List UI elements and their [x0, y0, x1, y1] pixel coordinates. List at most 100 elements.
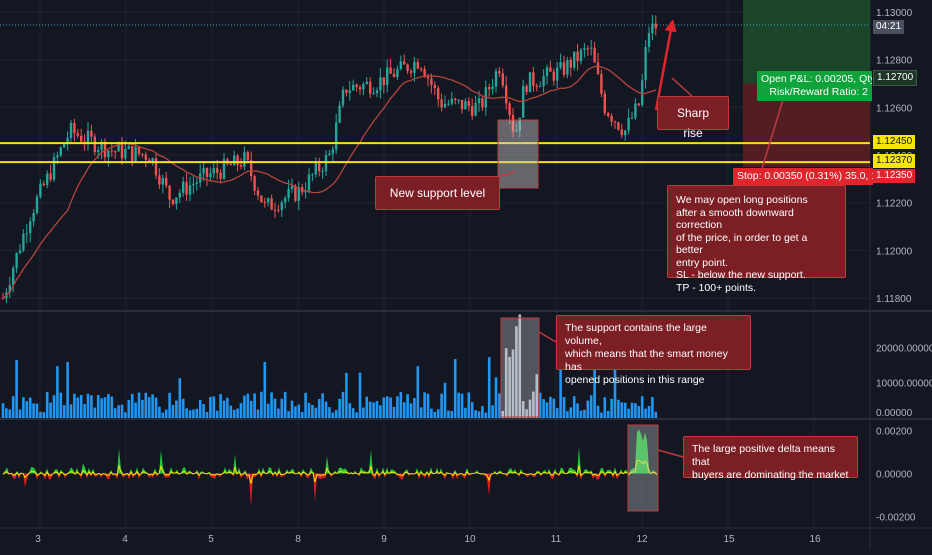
- volume-bar: [328, 407, 331, 418]
- candle-body: [518, 117, 521, 131]
- candle-body: [35, 196, 39, 214]
- volume-bar: [113, 408, 117, 418]
- candle-body: [168, 185, 171, 200]
- volume-bar: [457, 392, 460, 418]
- volume-tick-label: 0.00000: [876, 408, 913, 419]
- volume-bar: [117, 405, 120, 418]
- candle-body: [569, 59, 572, 68]
- candle-body: [365, 81, 368, 84]
- volume-bar: [239, 403, 243, 418]
- price-tick-label: 1.13000: [876, 8, 913, 19]
- candle-body: [318, 163, 321, 172]
- volume-bar: [96, 395, 100, 418]
- moving-average: [2, 65, 656, 299]
- candle-body: [392, 73, 396, 78]
- volume-bar: [243, 395, 246, 418]
- trade-plan-note: We may open long positions after a smoot…: [667, 185, 846, 294]
- volume-bar: [215, 410, 219, 418]
- volume-bar: [562, 397, 566, 418]
- volume-bar: [171, 404, 175, 418]
- candle-body: [165, 177, 168, 186]
- volume-bar: [338, 398, 341, 418]
- volume-bar: [627, 408, 630, 418]
- candle-body: [352, 84, 355, 91]
- candle-body: [372, 93, 375, 95]
- volume-bar: [487, 357, 491, 418]
- volume-bar: [555, 408, 559, 418]
- volume-bar: [168, 392, 171, 418]
- volume-bar: [175, 400, 178, 418]
- candle-body: [545, 67, 549, 76]
- volume-bar: [450, 411, 454, 418]
- volume-bar: [256, 409, 260, 418]
- candle-body: [39, 183, 42, 197]
- candle-body: [498, 71, 501, 74]
- volume-bar: [610, 398, 613, 418]
- volume-bar: [341, 391, 345, 418]
- time-tick-label: 3: [35, 534, 41, 545]
- candle-body: [185, 181, 188, 195]
- candle-body: [236, 155, 239, 166]
- candle-body: [12, 268, 15, 286]
- volume-bar: [260, 391, 263, 418]
- volume-bar: [83, 404, 86, 418]
- volume-bar: [351, 408, 355, 418]
- candle-body: [90, 130, 93, 137]
- candle-body: [600, 74, 603, 94]
- new-support-note: New support level: [375, 176, 500, 210]
- candle-body: [59, 147, 62, 156]
- volume-bar: [66, 361, 69, 418]
- connector: [671, 77, 693, 97]
- volume-bar: [396, 396, 399, 418]
- time-tick-label: 12: [636, 534, 648, 545]
- candle-body: [260, 195, 263, 203]
- candle-body: [100, 141, 103, 151]
- candle-body: [579, 49, 583, 62]
- volume-bar: [566, 411, 569, 418]
- candle-body: [93, 136, 96, 153]
- pnl-line-2: Risk/Reward Ratio: 2: [769, 86, 868, 98]
- candle-body: [124, 149, 127, 159]
- volume-bar: [229, 405, 233, 418]
- volume-bar: [314, 407, 318, 418]
- volume-bar: [467, 392, 471, 418]
- candle-body: [627, 117, 630, 131]
- volume-bar: [535, 374, 539, 418]
- volume-bar: [11, 396, 15, 418]
- volume-bar: [307, 402, 311, 418]
- candle-body: [348, 90, 351, 93]
- candle-body: [440, 99, 443, 108]
- volume-bar: [447, 410, 450, 418]
- volume-bar: [613, 351, 617, 418]
- volume-bar: [331, 412, 335, 418]
- candle-body: [369, 81, 372, 94]
- volume-note-text: The support contains the large volume, w…: [565, 322, 728, 386]
- candle-body: [481, 98, 484, 108]
- candle-body: [654, 23, 657, 29]
- candle-body: [328, 153, 331, 156]
- time-tick-label: 11: [551, 534, 562, 545]
- candle-body: [69, 122, 73, 138]
- volume-bar: [62, 405, 66, 418]
- volume-bar: [188, 410, 192, 418]
- volume-bar: [195, 408, 199, 418]
- candle-body: [250, 160, 253, 177]
- candle-body: [209, 173, 212, 178]
- candle-body: [32, 213, 35, 222]
- volume-bar: [205, 411, 209, 418]
- volume-bar: [42, 412, 46, 418]
- volume-bar: [178, 378, 182, 418]
- candle-body: [613, 121, 617, 123]
- candle-body: [73, 122, 76, 134]
- volume-bar: [100, 398, 103, 418]
- volume-bar: [317, 398, 321, 418]
- volume-bar: [144, 392, 148, 418]
- volume-bar: [154, 397, 158, 418]
- volume-bar: [379, 405, 382, 418]
- volume-bar: [270, 392, 273, 418]
- candle-body: [426, 76, 430, 79]
- candle-body: [556, 67, 559, 81]
- volume-bar: [484, 412, 488, 418]
- volume-bar: [515, 326, 518, 418]
